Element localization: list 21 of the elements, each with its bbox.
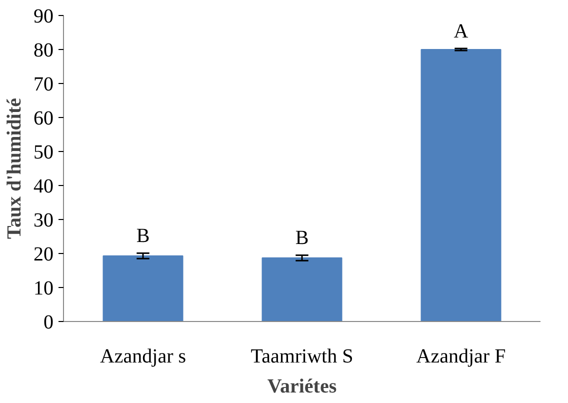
y-tick-label: 90 bbox=[34, 6, 54, 28]
x-tick-label: Taamriwth S bbox=[250, 346, 354, 368]
x-tick-label: Azandjar s bbox=[100, 346, 186, 368]
y-tick-label: 50 bbox=[34, 142, 54, 164]
y-tick-label: 40 bbox=[34, 176, 54, 198]
bar bbox=[102, 255, 184, 322]
y-tick-label: 60 bbox=[34, 108, 54, 130]
bar bbox=[420, 49, 502, 322]
y-axis-title: Taux d'humidité bbox=[4, 98, 26, 239]
bar bbox=[262, 257, 342, 322]
x-axis-title: Variétes bbox=[267, 376, 337, 398]
annotation: A bbox=[454, 20, 469, 42]
y-tick-label: 80 bbox=[34, 40, 54, 62]
annotation: B bbox=[136, 225, 150, 248]
y-tick-label: 10 bbox=[34, 278, 54, 300]
y-tick-label: 70 bbox=[34, 74, 54, 96]
y-tick-label: 30 bbox=[34, 210, 54, 232]
y-tick-label: 20 bbox=[34, 244, 54, 266]
x-tick-label: Azandjar F bbox=[416, 346, 506, 368]
y-tick-label: 0 bbox=[44, 312, 54, 334]
annotation: B bbox=[295, 227, 309, 250]
